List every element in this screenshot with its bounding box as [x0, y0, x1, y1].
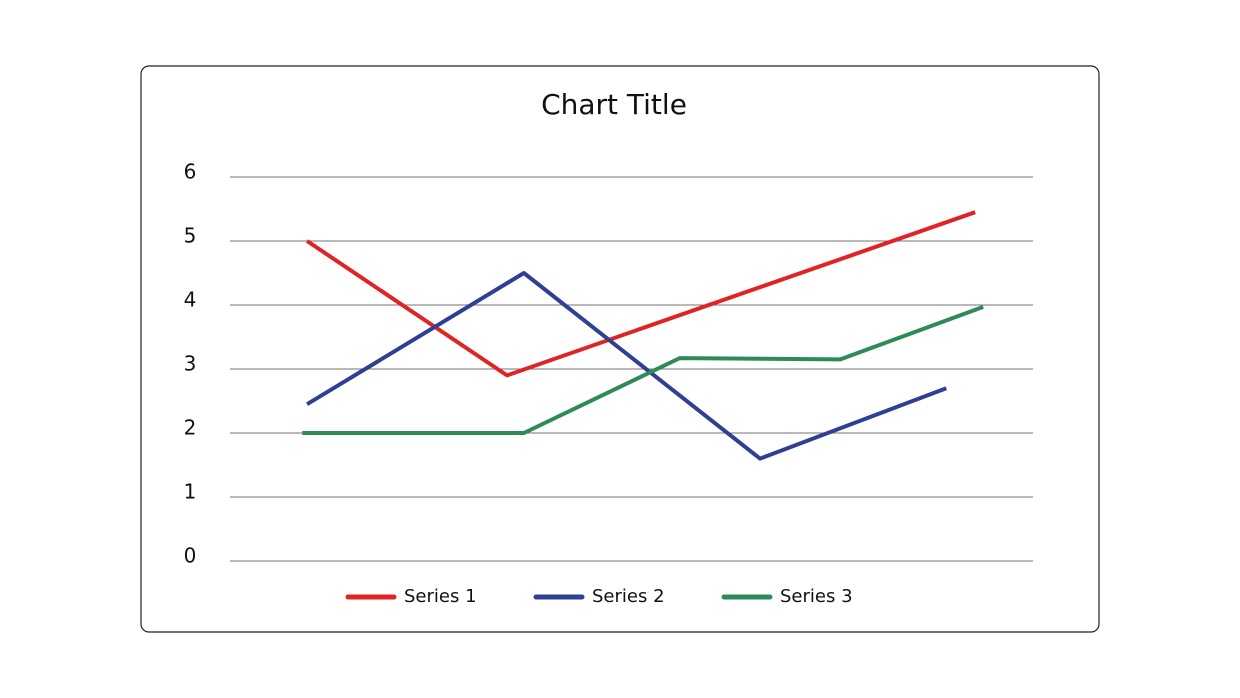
legend-label: Series 2: [592, 586, 665, 607]
y-tick-label: 0: [184, 544, 197, 568]
chart-title: Chart Title: [541, 88, 687, 121]
legend-label: Series 1: [404, 586, 477, 607]
y-tick-label: 5: [184, 224, 197, 248]
legend-label: Series 3: [780, 586, 853, 607]
y-tick-label: 4: [184, 288, 197, 312]
y-tick-label: 1: [184, 480, 197, 504]
series-line: [305, 210, 976, 378]
series-line: [306, 271, 947, 461]
y-tick-label: 3: [184, 352, 197, 376]
y-tick-label: 6: [184, 160, 197, 184]
y-tick-label: 2: [184, 416, 197, 440]
series-line: [302, 305, 984, 435]
